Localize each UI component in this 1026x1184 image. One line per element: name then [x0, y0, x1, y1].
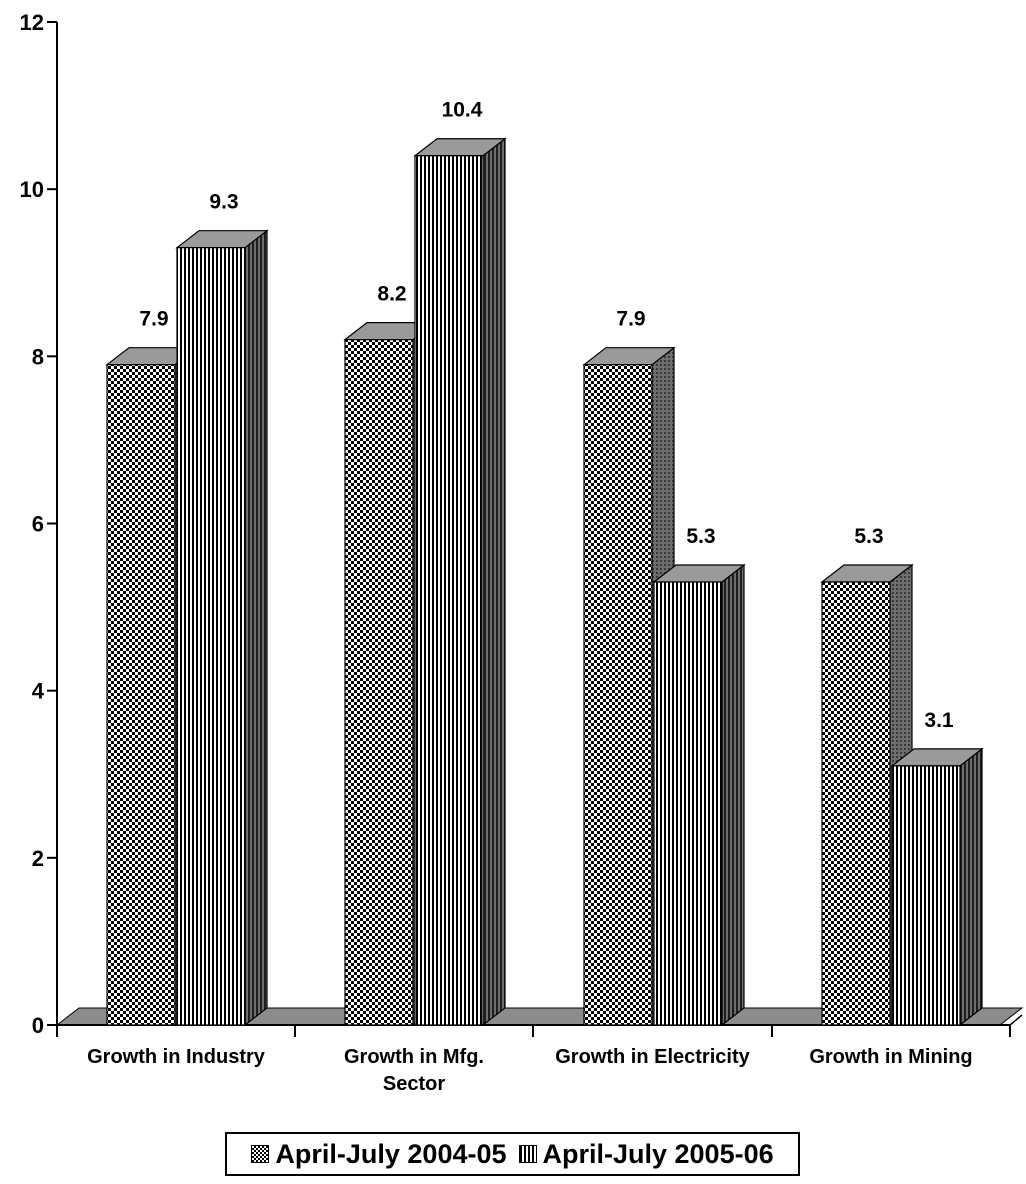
chart-legend: April-July 2004-05 April-July 2005-06	[225, 1132, 800, 1176]
bar-front	[414, 155, 484, 1026]
bar	[413, 137, 507, 1027]
y-tick-label: 0	[32, 1013, 44, 1038]
x-category-label: Growth in Mining	[809, 1046, 972, 1068]
legend-swatch-series-2	[518, 1145, 537, 1163]
bar-value-label: 3.1	[924, 709, 954, 732]
legend-swatch-series-1	[251, 1145, 270, 1163]
y-tick-label: 8	[32, 344, 44, 369]
x-category-label: Growth in Industry	[87, 1046, 266, 1068]
bar-side	[721, 563, 745, 1027]
bar-value-label: 7.9	[616, 308, 645, 331]
bar-front	[344, 339, 414, 1026]
bar-value-label: 9.3	[209, 191, 238, 214]
x-axis-end	[1009, 1014, 1023, 1026]
bar	[175, 229, 269, 1027]
x-category-label: Growth in Mfg.	[344, 1046, 484, 1068]
x-category-label: Sector	[383, 1073, 445, 1095]
bar-value-label: 8.2	[377, 283, 406, 306]
legend-item-series-1: April-July 2004-05	[251, 1138, 507, 1170]
bar-front	[583, 364, 653, 1026]
y-tick-label: 12	[20, 10, 44, 35]
x-category-label: Growth in Electricity	[555, 1046, 750, 1068]
legend-item-series-2: April-July 2005-06	[518, 1138, 774, 1170]
bar-value-label: 5.3	[686, 525, 715, 548]
bar-value-label: 5.3	[854, 525, 883, 548]
legend-label-series-2: April-July 2005-06	[542, 1138, 774, 1169]
y-tick-label: 4	[32, 679, 45, 704]
bar	[652, 563, 746, 1027]
bar-value-label: 10.4	[442, 99, 483, 122]
y-tick-label: 10	[20, 177, 44, 202]
bar-front	[176, 247, 246, 1026]
y-tick-label: 6	[32, 512, 44, 537]
bar-front	[891, 765, 961, 1026]
y-tick-label: 2	[32, 846, 44, 871]
bar-side	[482, 137, 506, 1027]
bar-side	[244, 229, 268, 1027]
legend-label-series-1: April-July 2004-05	[275, 1138, 507, 1169]
bar-front	[821, 581, 891, 1026]
bar-value-label: 7.9	[139, 308, 168, 331]
bar	[890, 747, 984, 1027]
bar-front	[653, 581, 723, 1026]
bar-front	[106, 364, 176, 1026]
bar-chart: 0 2 4 6 8 10 12 Growth in Industry Growth in Mf…	[20, 10, 1024, 1095]
bar-side	[959, 747, 983, 1027]
